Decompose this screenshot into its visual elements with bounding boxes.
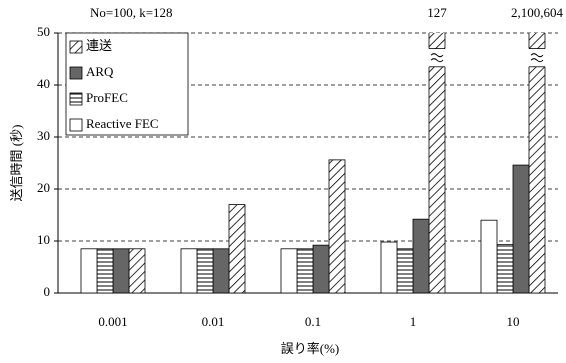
bar (96, 248, 114, 293)
bar (496, 244, 514, 293)
bar (380, 241, 398, 293)
bar (80, 248, 98, 293)
x-tick-label: 10 (507, 314, 520, 329)
y-tick-label: 20 (37, 180, 50, 195)
subtitle: No=100, k=128 (90, 5, 173, 20)
bar (512, 164, 530, 293)
axis-break-mark (430, 58, 444, 63)
bar (312, 244, 330, 293)
bar (480, 219, 498, 293)
y-tick-label: 50 (37, 24, 50, 39)
bar (328, 159, 346, 293)
legend-label: ARQ (86, 64, 114, 79)
bar (196, 248, 214, 293)
y-axis-label: 送信時間 (秒) (9, 125, 24, 202)
legend-swatch (69, 92, 83, 106)
y-tick-label: 30 (37, 128, 50, 143)
x-tick-label: 1 (410, 314, 417, 329)
bar (396, 248, 414, 293)
bar (180, 248, 198, 293)
legend-box (65, 32, 189, 136)
legend-label: ProFEC (86, 90, 128, 105)
legend-swatch (69, 40, 83, 54)
bar (412, 218, 430, 293)
legend-swatch (69, 118, 83, 132)
x-tick-label: 0.1 (305, 314, 321, 329)
axis-break (428, 48, 446, 67)
bar (528, 33, 546, 293)
x-tick-label: 0.01 (202, 314, 225, 329)
legend-swatch (69, 66, 83, 80)
bars (80, 33, 546, 293)
y-tick-label: 10 (37, 232, 50, 247)
y-tick-label: 0 (44, 284, 51, 299)
legend-label: Reactive FEC (86, 116, 159, 131)
bar (296, 248, 314, 293)
axis-break-mark (530, 53, 544, 58)
bar (212, 248, 230, 293)
bar (280, 248, 298, 293)
bar (228, 204, 246, 293)
bar (128, 248, 146, 293)
bar (112, 248, 130, 293)
x-tick-label: 0.001 (98, 314, 127, 329)
value-label: 127 (427, 5, 447, 20)
x-axis-label: 誤り率(%) (281, 341, 340, 356)
legend-label: 連送 (86, 38, 112, 53)
bar (428, 33, 446, 293)
axis-break-mark (530, 58, 544, 63)
axis-break (528, 48, 546, 67)
axis-break-mark (430, 53, 444, 58)
value-label: 2,100,604 (511, 5, 564, 20)
y-tick-label: 40 (37, 76, 50, 91)
